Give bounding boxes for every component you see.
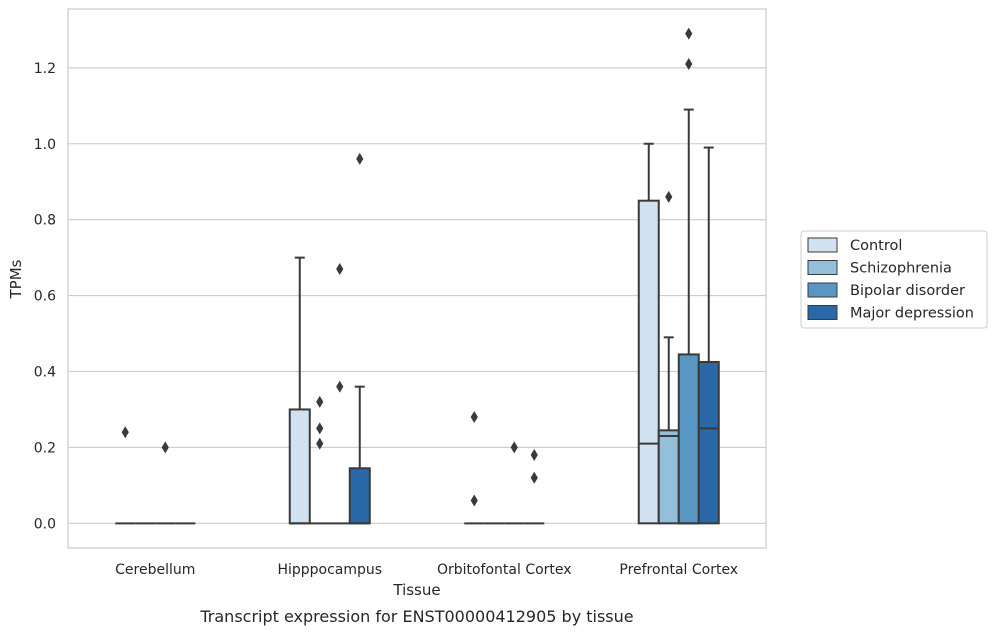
outlier-point bbox=[685, 27, 693, 40]
legend-swatch bbox=[807, 305, 838, 320]
box-group bbox=[288, 256, 311, 525]
legend: Control Schizophrenia Bipolar disorder Majo… bbox=[800, 230, 988, 329]
box-group bbox=[329, 263, 350, 525]
outlier-point bbox=[470, 494, 478, 507]
outlier-point bbox=[161, 441, 169, 454]
outlier-point bbox=[316, 437, 324, 450]
box-group bbox=[657, 190, 680, 525]
legend-swatch bbox=[807, 260, 838, 275]
box-group bbox=[504, 441, 525, 525]
boxes bbox=[115, 27, 720, 525]
x-axis-label: Tissue bbox=[392, 581, 440, 599]
outlier-point bbox=[356, 152, 364, 165]
outlier-point bbox=[316, 395, 324, 408]
outlier-point bbox=[530, 471, 538, 484]
y-tick-label: 0.0 bbox=[34, 516, 56, 532]
box bbox=[697, 361, 720, 525]
box-group bbox=[524, 449, 545, 525]
x-tick-label: Hipppocampus bbox=[277, 562, 382, 578]
legend-label: Schizophrenia bbox=[850, 261, 952, 277]
y-tick-label: 1.2 bbox=[34, 61, 56, 77]
x-tick-label: Prefrontal Cortex bbox=[619, 562, 738, 578]
outlier-point bbox=[121, 426, 129, 439]
outlier-point bbox=[685, 58, 693, 71]
y-tick-label: 0.4 bbox=[34, 364, 56, 380]
box bbox=[677, 353, 700, 525]
outlier-point bbox=[510, 441, 518, 454]
y-tick-label: 1.0 bbox=[34, 137, 56, 153]
box-group bbox=[637, 142, 660, 525]
box-group bbox=[115, 426, 136, 525]
x-tick-label: Orbitofontal Cortex bbox=[437, 562, 572, 578]
legend-label: Control bbox=[850, 238, 902, 254]
gridlines bbox=[68, 67, 766, 524]
outlier-point bbox=[530, 449, 538, 462]
x-tick-labels: Cerebellum Hipppocampus Orbitofontal Corte… bbox=[115, 562, 738, 578]
y-tick-label: 0.6 bbox=[34, 289, 56, 305]
box-group bbox=[677, 27, 700, 525]
box-group bbox=[155, 441, 176, 525]
y-tick-label: 0.2 bbox=[34, 440, 56, 456]
y-tick-labels: 0.0 0.2 0.4 0.6 0.8 1.0 1.2 bbox=[34, 61, 56, 532]
box-group bbox=[309, 395, 330, 525]
box-group bbox=[697, 146, 720, 525]
legend-swatch bbox=[807, 282, 838, 298]
legend-label: Major depression bbox=[850, 306, 974, 322]
outlier-point bbox=[336, 380, 344, 393]
legend-label: Bipolar disorder bbox=[850, 283, 965, 299]
box-group bbox=[348, 152, 371, 525]
y-axis-label: TPMs bbox=[7, 259, 25, 299]
outlier-point bbox=[470, 411, 478, 424]
outlier-point bbox=[336, 263, 344, 276]
box bbox=[288, 408, 311, 525]
x-tick-label: Cerebellum bbox=[115, 562, 195, 578]
y-tick-label: 0.8 bbox=[34, 213, 56, 229]
legend-frame bbox=[800, 230, 988, 329]
plot-frame bbox=[67, 8, 767, 549]
outlier-point bbox=[665, 190, 673, 203]
box bbox=[657, 429, 680, 525]
box bbox=[348, 467, 371, 525]
box bbox=[637, 199, 660, 525]
legend-swatch bbox=[807, 237, 838, 253]
chart-caption: Transcript expression for ENST0000041290… bbox=[199, 607, 633, 626]
box-group bbox=[464, 411, 485, 525]
outlier-point bbox=[316, 422, 324, 435]
